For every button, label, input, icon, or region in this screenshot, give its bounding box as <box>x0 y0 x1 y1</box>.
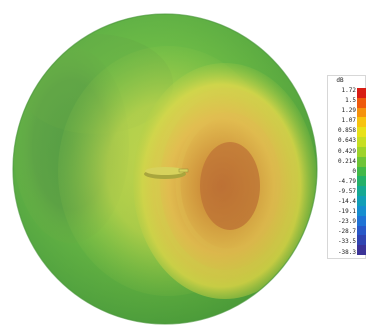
legend-swatch <box>357 176 366 187</box>
legend-labels: 1.72 1.5 1.29 1.07 0.858 0.643 0.429 0.2… <box>329 86 356 258</box>
legend-swatch <box>357 166 366 177</box>
legend-unit: dB <box>336 77 344 84</box>
sphere-outline <box>12 13 318 325</box>
legend-label-17: -38.3 <box>337 248 356 256</box>
legend-swatch <box>357 196 366 206</box>
legend-swatch <box>357 205 366 216</box>
legend-label-11: -9.57 <box>337 187 356 195</box>
legend-swatch <box>357 235 366 246</box>
legend-label-14: -23.9 <box>337 218 356 226</box>
legend-label-10: -4.79 <box>337 177 356 185</box>
legend-label-5: 0.858 <box>337 127 356 135</box>
legend-label-15: -28.7 <box>337 228 356 236</box>
legend-label-1: 1.72 <box>341 87 356 94</box>
antenna-top <box>145 167 185 175</box>
legend-swatch <box>357 186 366 197</box>
legend-swatch <box>357 146 366 157</box>
antenna-model <box>144 167 189 179</box>
legend-label-4: 1.07 <box>341 117 356 125</box>
legend-swatch <box>357 156 366 167</box>
legend-swatch <box>357 97 366 108</box>
legend-swatch <box>357 88 366 98</box>
legend-label-3: 1.29 <box>341 107 356 115</box>
legend-swatch <box>357 225 366 236</box>
legend-color-bar <box>357 88 366 256</box>
legend-label-12: -14.4 <box>337 198 356 206</box>
legend-swatch <box>357 245 366 256</box>
legend-label-7: 0.429 <box>337 147 356 155</box>
legend-label-2: 1.5 <box>345 97 356 105</box>
legend-label-8: 0.214 <box>337 157 356 165</box>
legend-swatch <box>357 137 366 147</box>
legend-swatch <box>357 215 366 226</box>
legend-label-16: -33.5 <box>337 238 356 246</box>
legend-label-6: 0.643 <box>337 137 356 145</box>
legend-swatch <box>357 117 366 128</box>
legend-label-9: 0 <box>352 167 356 175</box>
legend-swatch <box>357 127 366 138</box>
legend-swatch <box>357 107 366 118</box>
color-scale-legend: dB 1.72 1.5 1.29 1.07 0.858 0.643 0.429 … <box>327 75 366 259</box>
legend-label-13: -19.1 <box>337 208 356 216</box>
antenna-feed <box>178 168 189 173</box>
